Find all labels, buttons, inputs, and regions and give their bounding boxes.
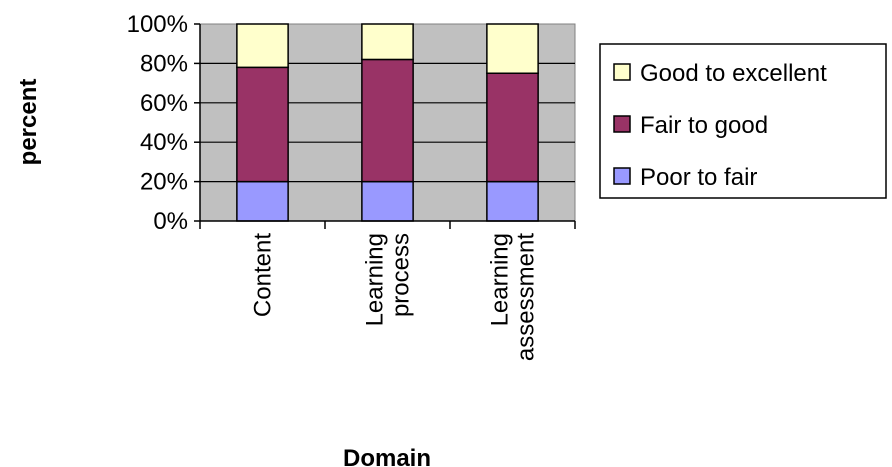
legend-label: Poor to fair: [640, 164, 757, 191]
x-tick-label-line: process: [388, 233, 415, 317]
bar-segment: [236, 180, 289, 222]
y-tick-label: 20%: [140, 169, 188, 196]
y-tick-label: 40%: [140, 129, 188, 156]
bar-segment: [486, 72, 539, 183]
bar-segment: [236, 23, 289, 69]
x-tick-label: Learning assessment: [487, 233, 540, 361]
legend-swatch: [613, 115, 631, 133]
y-tick-label: 100%: [127, 11, 188, 38]
x-axis-tick-labels: Content Learning process Learning assessment: [250, 233, 540, 361]
bars: [236, 23, 539, 222]
x-tick-label-line: Learning: [487, 233, 514, 326]
bar-segment: [361, 180, 414, 222]
legend-label: Good to excellent: [640, 60, 827, 87]
legend-box: [599, 43, 887, 199]
legend-swatch: [613, 167, 631, 185]
x-tick-label: Content: [250, 233, 277, 317]
legend: Good to excellent Fair to good Poor to fai…: [599, 43, 887, 199]
x-tick-label-line: assessment: [513, 233, 540, 361]
legend-swatch: [613, 63, 631, 81]
bar-segment: [361, 23, 414, 61]
x-tick-label-line: Content: [250, 233, 277, 317]
axes: [194, 23, 576, 229]
y-axis-title: percent: [15, 79, 42, 166]
y-tick-label: 0%: [153, 208, 188, 235]
plot-area: [194, 23, 576, 229]
x-axis-title: Domain: [343, 445, 431, 467]
bar-segment: [236, 66, 289, 183]
bar-segment: [361, 58, 414, 183]
y-axis-tick-labels: 0% 20% 40% 60% 80% 100%: [127, 11, 188, 235]
y-tick-label: 60%: [140, 90, 188, 117]
x-tick-label: Learning process: [362, 233, 415, 326]
bar-segment: [486, 23, 539, 74]
legend-label: Fair to good: [640, 112, 768, 139]
y-tick-label: 80%: [140, 50, 188, 77]
bar-segment: [486, 180, 539, 222]
x-tick-label-line: Learning: [362, 233, 389, 326]
